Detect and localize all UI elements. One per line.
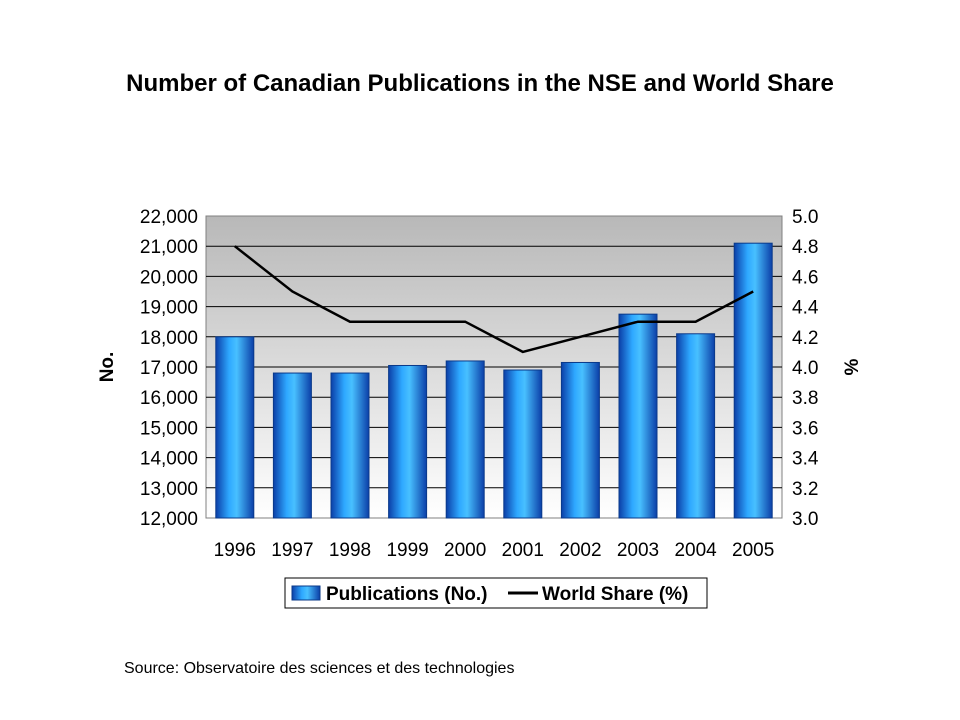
x-tick-label-2002: 2002 — [559, 540, 601, 561]
bar-1997 — [272, 372, 312, 519]
y-axis-title: No. — [97, 352, 118, 383]
y-tick-label: 12,000 — [140, 509, 198, 530]
bar-2004 — [676, 333, 716, 519]
bar-2001 — [503, 369, 543, 519]
bar-2002 — [560, 361, 600, 519]
bar-1999 — [388, 364, 428, 519]
y2-axis-title: % — [842, 358, 863, 375]
x-tick-label-2001: 2001 — [502, 540, 544, 561]
y2-tick-label: 4.8 — [792, 237, 818, 258]
y-tick-label: 22,000 — [140, 207, 198, 228]
bar-1998 — [330, 372, 370, 519]
y-tick-label: 15,000 — [140, 418, 198, 439]
x-tick-label-1997: 1997 — [271, 540, 313, 561]
legend-label-world-share: World Share (%) — [542, 584, 688, 605]
y2-tick-label: 4.0 — [792, 358, 818, 379]
y2-tick-label: 3.0 — [792, 509, 818, 530]
y2-tick-label: 4.6 — [792, 267, 818, 288]
y-tick-label: 17,000 — [140, 358, 198, 379]
bar-1996 — [215, 336, 255, 519]
legend-box — [284, 577, 708, 609]
y-tick-label: 16,000 — [140, 388, 198, 409]
legend-label-publications: Publications (No.) — [326, 584, 488, 605]
x-tick-label-1996: 1996 — [214, 540, 256, 561]
y-tick-label: 14,000 — [140, 449, 198, 470]
world-share-line — [234, 245, 754, 354]
legend-bar-swatch — [291, 585, 321, 601]
y-tick-label: 18,000 — [140, 328, 198, 349]
bar-2005 — [733, 242, 773, 519]
y-tick-label: 21,000 — [140, 237, 198, 258]
y2-tick-label: 4.2 — [792, 328, 818, 349]
y2-tick-label: 3.2 — [792, 479, 818, 500]
bar-2000 — [445, 360, 485, 519]
y-tick-label: 13,000 — [140, 479, 198, 500]
source-note: Source: Observatoire des sciences et des… — [124, 660, 515, 677]
y2-tick-label: 3.4 — [792, 449, 819, 470]
y2-tick-label: 5.0 — [792, 207, 818, 228]
x-tick-label-2003: 2003 — [617, 540, 659, 561]
y-tick-label: 19,000 — [140, 298, 198, 319]
y2-tick-label: 3.6 — [792, 418, 818, 439]
chart-title: Number of Canadian Publications in the N… — [126, 70, 834, 97]
x-tick-label-1998: 1998 — [329, 540, 371, 561]
x-tick-label-2004: 2004 — [674, 540, 717, 561]
x-tick-label-1999: 1999 — [386, 540, 428, 561]
bar-2003 — [618, 313, 658, 519]
y2-tick-label: 3.8 — [792, 388, 818, 409]
x-tick-label-2000: 2000 — [444, 540, 486, 561]
legend: Publications (No.) World Share (%) — [284, 577, 708, 609]
x-tick-label-2005: 2005 — [732, 540, 774, 561]
y-tick-label: 20,000 — [140, 267, 198, 288]
y2-tick-label: 4.4 — [792, 298, 819, 319]
